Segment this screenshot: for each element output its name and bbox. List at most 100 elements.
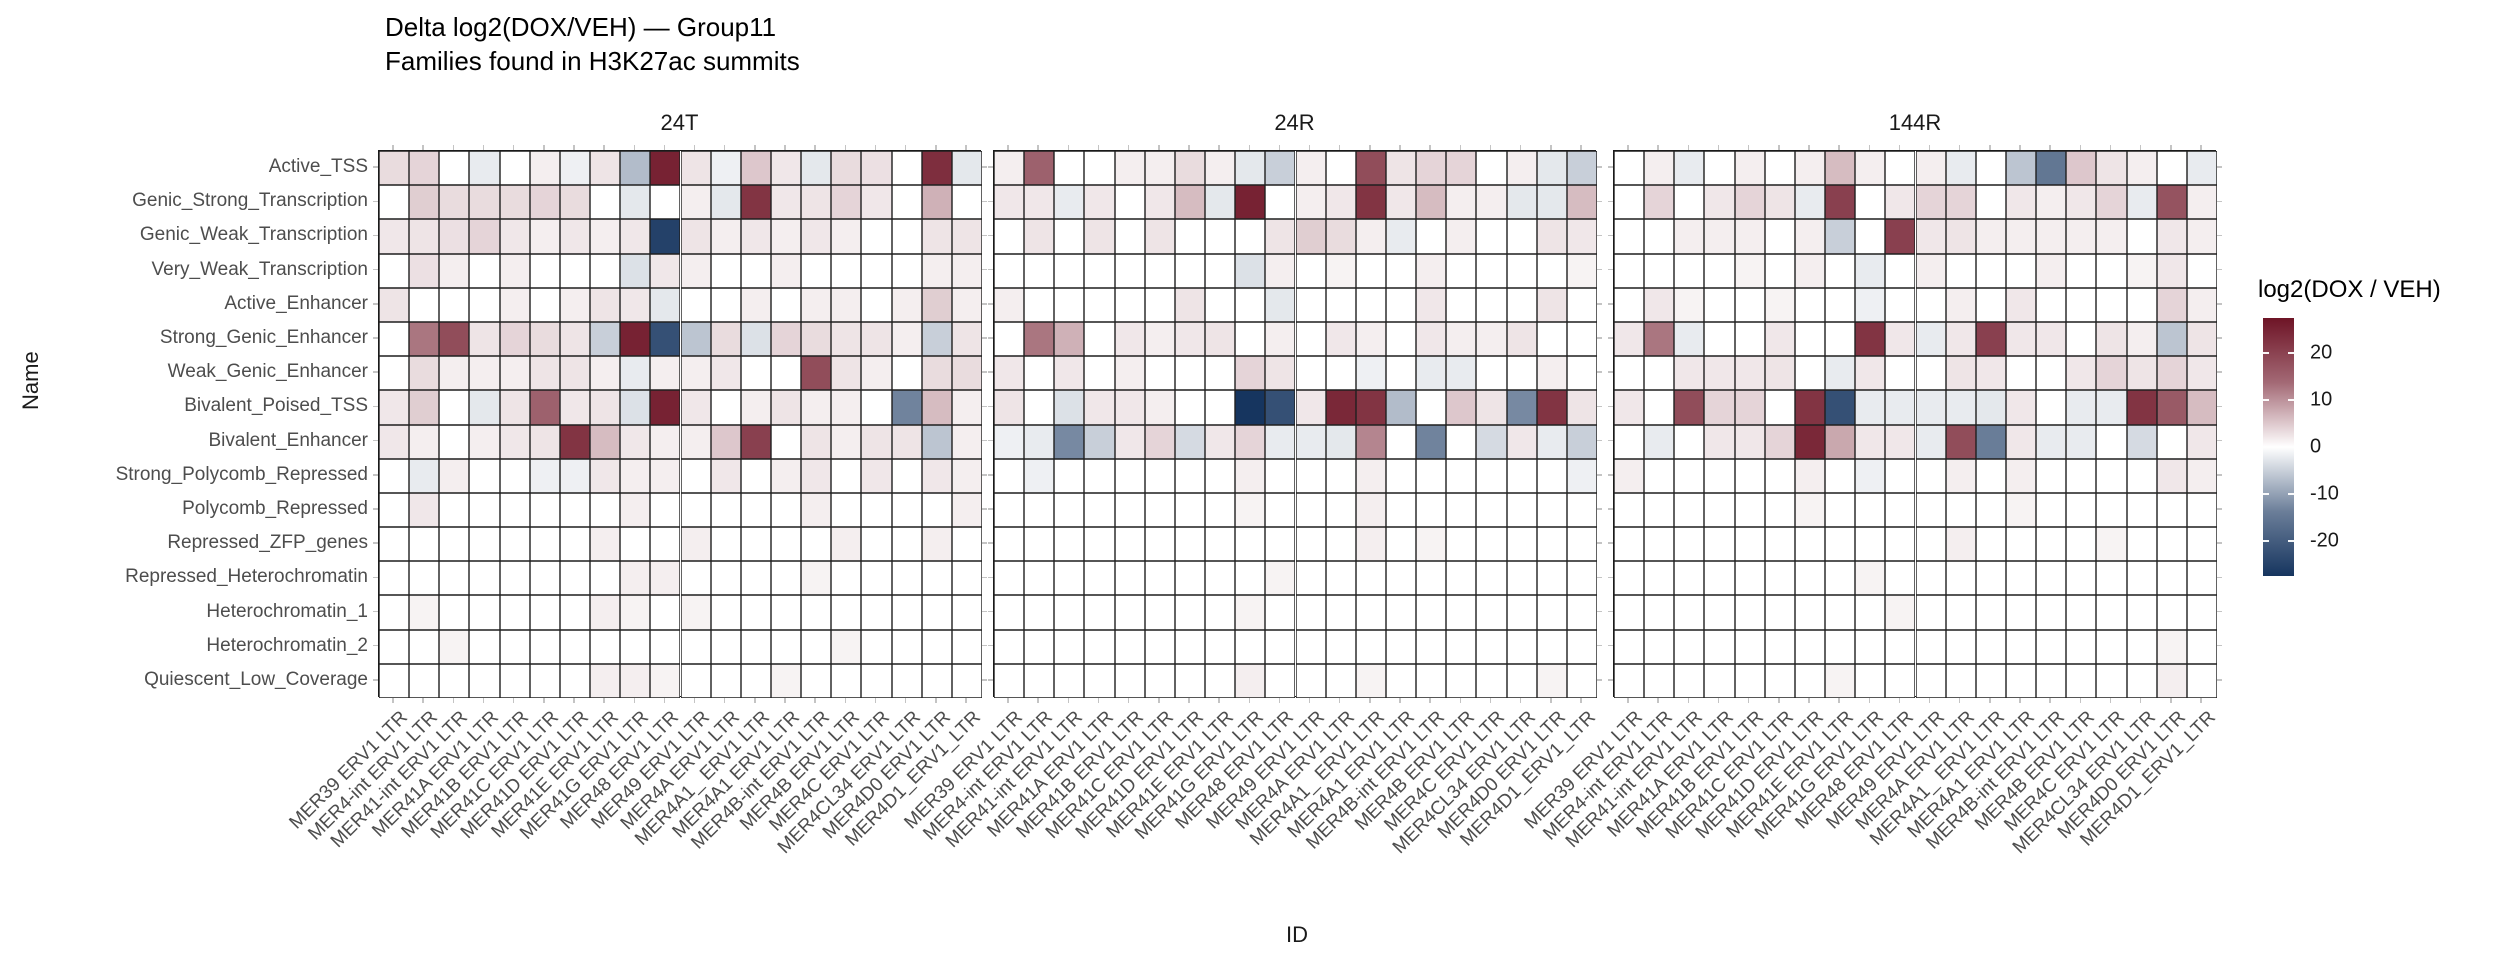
heatmap-cell: [590, 492, 621, 528]
heatmap-cell: [2126, 458, 2157, 493]
heatmap-cell: [409, 527, 440, 562]
x-axis-tick: [1097, 144, 1100, 150]
heatmap-cell: [710, 458, 741, 493]
y-axis-tick: [2216, 474, 2222, 476]
heatmap-cell: [2186, 185, 2217, 220]
y-axis-tick: [2216, 337, 2222, 339]
x-axis-tick: [633, 144, 636, 150]
y-axis-tick: [372, 200, 378, 203]
y-axis-tick: [987, 679, 993, 681]
x-axis-tick: [693, 144, 696, 150]
heatmap-cell: [680, 663, 711, 698]
heatmap-cell: [379, 287, 410, 322]
x-axis-tick: [1007, 144, 1009, 150]
heatmap-cell: [1885, 595, 1916, 630]
heatmap-cell: [469, 390, 500, 425]
heatmap-cell: [1235, 458, 1266, 493]
heatmap-cell: [710, 424, 741, 459]
heatmap-cell: [1416, 527, 1447, 562]
heatmap-cell: [1644, 561, 1675, 596]
heatmap-cell: [1885, 663, 1916, 698]
heatmap-cell: [2005, 253, 2037, 288]
heatmap-cell: [801, 390, 832, 425]
heatmap-cell: [740, 356, 771, 391]
heatmap-cell: [831, 219, 862, 254]
heatmap-cell: [1114, 595, 1145, 630]
x-axis-tick: [1308, 144, 1311, 150]
heatmap-cell: [2156, 219, 2187, 254]
heatmap-cell: [831, 287, 862, 322]
heatmap-cell: [2036, 321, 2067, 357]
heatmap-cell: [559, 424, 591, 459]
heatmap-cell: [1205, 561, 1236, 596]
heatmap-cell: [650, 629, 681, 664]
heatmap-cell: [1566, 424, 1597, 459]
heatmap-cell: [994, 424, 1025, 459]
heatmap-cell: [1855, 287, 1886, 322]
y-axis-tick: [372, 371, 378, 373]
heatmap-cell: [1024, 492, 1055, 528]
x-axis-tick: [723, 697, 726, 703]
x-axis-tick: [663, 697, 666, 703]
heatmap-cell: [1975, 287, 2006, 322]
heatmap-cell: [499, 629, 530, 664]
heatmap-cell: [1566, 321, 1597, 357]
legend-tick-mark: [2263, 399, 2269, 402]
heatmap-cell: [2126, 492, 2157, 528]
heatmap-cell: [1674, 287, 1705, 322]
heatmap-cell: [1614, 458, 1645, 493]
x-axis-tick: [1958, 144, 1961, 150]
heatmap-cell: [1054, 151, 1085, 186]
heatmap-cell: [1385, 458, 1417, 493]
x-axis-tick: [1218, 697, 1220, 703]
y-axis-label: Polycomb_Repressed: [182, 497, 368, 519]
heatmap-cell: [1674, 663, 1705, 698]
heatmap-cell: [710, 356, 741, 391]
heatmap-cell: [1975, 185, 2006, 220]
heatmap-cell: [1174, 424, 1206, 459]
heatmap-cell: [2156, 253, 2187, 288]
heatmap-cell: [1566, 492, 1597, 528]
heatmap-cell: [1734, 356, 1765, 391]
x-axis-tick: [1158, 144, 1160, 150]
heatmap-cell: [409, 458, 440, 493]
y-axis-label: Quiescent_Low_Coverage: [144, 668, 368, 690]
heatmap-cell: [1084, 185, 1115, 220]
y-axis-label: Bivalent_Enhancer: [208, 429, 369, 451]
heatmap-cell: [1325, 629, 1356, 664]
heatmap-cell: [1536, 356, 1567, 391]
heatmap-cell: [2186, 219, 2217, 254]
heatmap-cell: [590, 561, 621, 596]
heatmap-cell: [1674, 321, 1705, 357]
heatmap-cell: [409, 492, 440, 528]
heatmap-cell: [2126, 527, 2157, 562]
heatmap-cell: [1385, 219, 1417, 254]
heatmap-cell: [1975, 492, 2006, 528]
x-axis-tick: [935, 144, 937, 150]
y-axis-tick: [981, 371, 987, 373]
heatmap-cell: [740, 595, 771, 630]
heatmap-cell: [439, 629, 470, 664]
heatmap-cell: [2036, 663, 2067, 698]
heatmap-cell: [1506, 458, 1537, 493]
heatmap-cell: [801, 219, 832, 254]
y-axis-tick: [372, 234, 378, 237]
heatmap-cell: [1945, 663, 1976, 698]
y-axis-tick: [1607, 644, 1613, 647]
heatmap-cell: [559, 356, 591, 391]
heatmap-cell: [740, 458, 771, 493]
heatmap-cell: [1536, 321, 1567, 357]
heatmap-cell: [2066, 492, 2097, 528]
heatmap-cell: [831, 151, 862, 186]
y-axis-tick: [1596, 474, 1602, 476]
x-axis-tick: [1657, 697, 1659, 703]
heatmap-cell: [469, 321, 500, 357]
heatmap-cell: [439, 185, 470, 220]
y-axis-tick: [1607, 542, 1613, 544]
heatmap-cell: [1476, 561, 1507, 596]
heatmap-cell: [2126, 321, 2157, 357]
heatmap-cell: [740, 561, 771, 596]
y-axis-tick: [2216, 166, 2222, 168]
heatmap-cell: [1114, 458, 1145, 493]
heatmap-cell: [2005, 219, 2037, 254]
